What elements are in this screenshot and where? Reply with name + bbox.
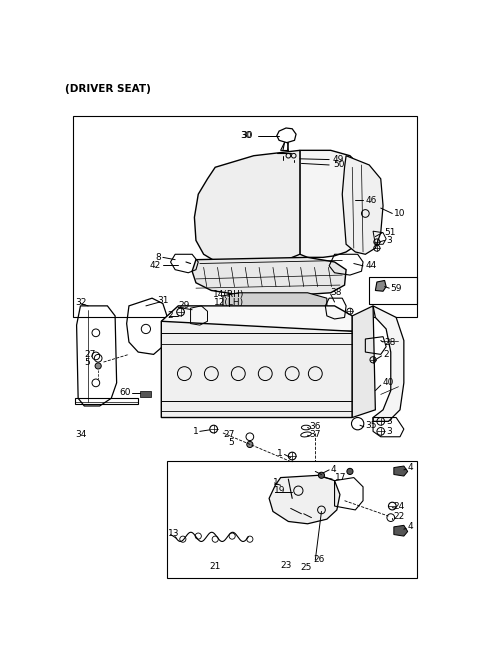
Text: 22: 22 (394, 512, 405, 521)
Text: 23: 23 (281, 561, 292, 570)
Text: 3: 3 (386, 236, 392, 245)
Text: 21: 21 (209, 562, 221, 571)
Text: 32: 32 (75, 298, 86, 306)
Text: 2: 2 (168, 312, 173, 320)
Text: 51: 51 (384, 228, 396, 237)
Text: 3: 3 (386, 417, 392, 426)
Bar (73, 115, 417, 318)
Text: 38: 38 (331, 288, 342, 297)
Polygon shape (373, 306, 404, 421)
Text: 26: 26 (314, 556, 325, 564)
Circle shape (347, 468, 353, 474)
Bar (369, 277, 417, 304)
Text: 1: 1 (277, 449, 283, 458)
Text: 17: 17 (335, 473, 346, 482)
Text: 10: 10 (394, 209, 405, 218)
Text: 25: 25 (300, 563, 311, 572)
Text: 50: 50 (333, 161, 345, 169)
Text: 27: 27 (84, 350, 96, 359)
Polygon shape (342, 155, 383, 255)
Circle shape (247, 441, 253, 447)
Polygon shape (161, 321, 352, 417)
Text: 35: 35 (365, 420, 377, 430)
Text: 2: 2 (383, 350, 389, 359)
Polygon shape (352, 306, 375, 417)
Polygon shape (161, 306, 352, 331)
Text: 12(LH): 12(LH) (214, 298, 244, 306)
Text: 13: 13 (168, 529, 179, 537)
Text: 4: 4 (408, 522, 413, 531)
Text: 29: 29 (178, 301, 190, 310)
Polygon shape (375, 281, 386, 291)
Text: 60: 60 (119, 388, 131, 398)
Text: 4: 4 (408, 463, 413, 472)
Polygon shape (394, 525, 408, 536)
Text: 24: 24 (394, 502, 405, 510)
Text: 5: 5 (228, 438, 234, 447)
Text: 28: 28 (384, 338, 396, 346)
Polygon shape (394, 466, 408, 476)
Text: 1: 1 (192, 427, 198, 436)
Polygon shape (194, 150, 300, 268)
Text: 31: 31 (157, 296, 169, 305)
Bar (75, 398, 138, 405)
Circle shape (95, 363, 101, 369)
Bar (140, 390, 151, 397)
Text: 40: 40 (383, 379, 395, 388)
Text: 37: 37 (309, 430, 321, 439)
Text: 27: 27 (223, 430, 234, 439)
Circle shape (318, 472, 324, 478)
Text: 42: 42 (150, 260, 161, 270)
Text: 1: 1 (273, 478, 279, 487)
Text: 30: 30 (240, 131, 252, 140)
Text: 59: 59 (391, 283, 402, 293)
Text: 5: 5 (84, 358, 90, 367)
Text: 44: 44 (365, 261, 377, 270)
Text: 8: 8 (156, 253, 161, 262)
Text: 3: 3 (386, 427, 392, 436)
Text: 49: 49 (333, 155, 344, 164)
Polygon shape (192, 257, 346, 296)
Text: 46: 46 (365, 196, 377, 205)
Text: 36: 36 (309, 422, 321, 431)
Bar (168, 461, 417, 578)
Polygon shape (300, 150, 365, 257)
Text: 14(RH): 14(RH) (214, 290, 245, 299)
Text: (DRIVER SEAT): (DRIVER SEAT) (65, 85, 151, 94)
Text: 30: 30 (241, 131, 253, 140)
Polygon shape (269, 475, 340, 523)
Polygon shape (223, 293, 327, 316)
Text: 4: 4 (331, 464, 336, 474)
Text: 34: 34 (75, 430, 86, 439)
Text: 19: 19 (274, 486, 285, 495)
